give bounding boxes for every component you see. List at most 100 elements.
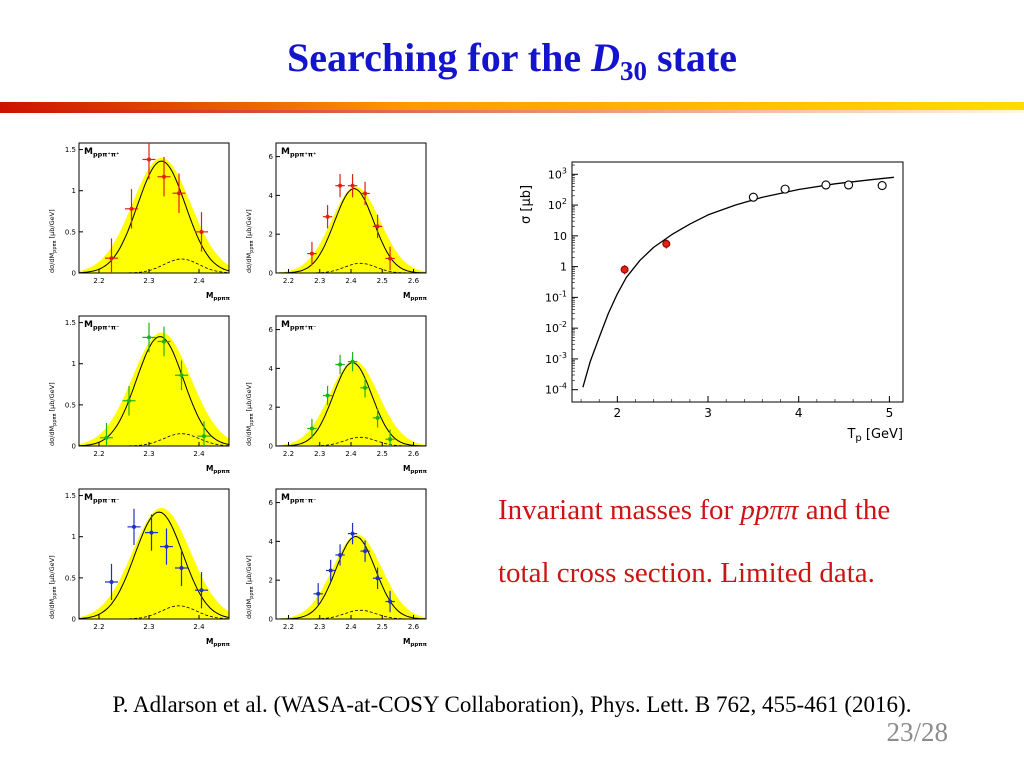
caption-line1-italic: ppππ <box>740 494 799 526</box>
y-axis-label: dσ/dMppππ [μb/GeV] <box>245 209 255 273</box>
mass-panel-pippipp-plusminus-b: 2.2 2.3 2.4 2.5 2.6 0 2 4 6 Mppπ⁺π⁻ dσ/dMppππ [μb/… <box>243 306 435 475</box>
svg-text:2.3: 2.3 <box>314 277 325 285</box>
svg-text:4: 4 <box>269 365 274 373</box>
mass-panel-pippipp-plusminus-a-svg: 2.2 2.3 2.4 0 0.5 1 1.5 Mppπ⁺π⁻ dσ/dMppππ [μb/Ge… <box>48 315 231 475</box>
svg-text:Mppπ⁺π⁺: Mppπ⁺π⁺ <box>281 147 316 159</box>
data-point <box>388 437 393 442</box>
plot-frame <box>78 142 230 274</box>
plot-frame <box>78 488 230 620</box>
fit-curve <box>276 536 427 620</box>
svg-text:2.2: 2.2 <box>93 277 104 285</box>
data-point <box>164 544 169 549</box>
svg-text:0: 0 <box>72 616 76 624</box>
data-point <box>375 415 380 420</box>
data-point <box>325 214 330 219</box>
data-point <box>149 530 154 535</box>
data-point <box>388 256 393 261</box>
svg-text:2.5: 2.5 <box>377 277 388 285</box>
data-point <box>177 191 181 196</box>
page-number: 23/28 <box>886 717 948 747</box>
svg-text:Mppπ⁻π⁻: Mppπ⁻π⁻ <box>281 493 316 505</box>
svg-text:0: 0 <box>269 616 273 624</box>
data-point <box>132 524 136 529</box>
previous-data-point <box>780 184 790 194</box>
svg-text:2.2: 2.2 <box>283 450 294 458</box>
mass-panel-pippipp-minusminus-b-svg: 2.2 2.3 2.4 2.5 2.6 0 2 4 6 Mppπ⁻π⁻ dσ/dMppππ [μb/… <box>245 488 428 648</box>
data-point <box>199 229 204 234</box>
phase-space-fill <box>276 360 426 446</box>
svg-text:2.2: 2.2 <box>93 623 104 631</box>
svg-text:0.5: 0.5 <box>65 228 76 236</box>
svg-text:1: 1 <box>560 261 567 274</box>
svg-text:6: 6 <box>269 326 274 334</box>
caption-line-2: total cross section. Limited data. <box>498 557 875 589</box>
wasa-data-point <box>620 265 629 274</box>
data-point <box>338 183 343 188</box>
citation: P. Adlarson et al. (WASA-at-COSY Collabo… <box>112 692 912 717</box>
y-axis-label: dσ/dMppππ [μb/GeV] <box>48 555 58 619</box>
data-point <box>350 183 355 188</box>
accent-bar <box>0 102 1024 110</box>
svg-text:0: 0 <box>72 443 76 451</box>
mass-panel-pippipp-minusminus-a: 2.2 2.3 2.4 0 0.5 1 1.5 Mppπ⁻π⁻ dσ/dMppππ [μb/Ge… <box>46 479 238 648</box>
mass-panel-pippipp-plusplus-a: 2.2 2.3 2.4 0 0.5 1 1.5 Mppπ⁺π⁺ dσ/dMppππ [μb/Ge… <box>46 133 238 302</box>
phase-space-fill <box>276 186 426 273</box>
svg-text:2.3: 2.3 <box>314 450 325 458</box>
data-point <box>350 359 355 364</box>
x-axis-label: Mppππ <box>403 464 428 474</box>
mass-panel-pippipp-minusminus-b: 2.2 2.3 2.4 2.5 2.6 0 2 4 6 Mppπ⁻π⁻ dσ/dMppππ [μb/… <box>243 479 435 648</box>
mass-panel-pippipp-plusminus-a: 2.2 2.3 2.4 0 0.5 1 1.5 Mppπ⁺π⁻ dσ/dMppππ [μb/Ge… <box>46 306 238 475</box>
data-point <box>309 426 314 431</box>
svg-text:6: 6 <box>269 499 274 507</box>
svg-text:5: 5 <box>886 406 894 420</box>
phase-space-fill <box>276 534 426 619</box>
svg-text:2.2: 2.2 <box>283 277 294 285</box>
svg-text:1: 1 <box>72 533 76 541</box>
svg-text:10-1: 10-1 <box>545 289 567 304</box>
data-point <box>375 224 380 229</box>
caption: Invariant masses for ppππ and the total … <box>498 494 988 620</box>
y-axis-label: σ [μb] <box>519 185 534 224</box>
data-point <box>325 393 330 398</box>
svg-text:4: 4 <box>795 406 803 420</box>
svg-text:2.4: 2.4 <box>193 450 205 458</box>
title-suffix: state <box>646 35 737 80</box>
x-axis-label: Mppππ <box>206 637 231 647</box>
data-point <box>109 256 114 261</box>
svg-text:2.5: 2.5 <box>377 450 388 458</box>
plot-frame <box>78 315 230 447</box>
data-point <box>202 434 206 439</box>
caption-line1-prefix: Invariant masses for <box>498 494 741 526</box>
svg-text:2: 2 <box>269 231 273 239</box>
svg-text:2.2: 2.2 <box>93 450 104 458</box>
y-axis-label: dσ/dMppππ [μb/GeV] <box>48 209 58 273</box>
data-point <box>363 191 368 196</box>
data-point <box>179 565 184 570</box>
data-point <box>127 398 131 403</box>
svg-text:Mppπ⁺π⁻: Mppπ⁺π⁻ <box>281 320 316 332</box>
x-axis-label: Mppππ <box>403 291 428 301</box>
svg-text:1.5: 1.5 <box>65 146 76 154</box>
data-point <box>162 174 166 179</box>
mass-panel-pippipp-minusminus-a-svg: 2.2 2.3 2.4 0 0.5 1 1.5 Mppπ⁻π⁻ dσ/dMppππ [μb/Ge… <box>48 488 231 648</box>
previous-data-point <box>748 192 758 202</box>
svg-text:2.3: 2.3 <box>143 623 154 631</box>
cross-section-curve <box>582 176 894 388</box>
svg-text:10: 10 <box>553 230 567 243</box>
data-point <box>363 549 368 554</box>
svg-text:10-4: 10-4 <box>545 382 567 397</box>
data-point <box>104 435 109 440</box>
svg-text:2.3: 2.3 <box>314 623 325 631</box>
caption-line-1: Invariant masses for ppππ and the <box>498 494 988 527</box>
svg-text:3: 3 <box>704 406 712 420</box>
mass-panel-pippipp-plusplus-b-svg: 2.2 2.3 2.4 2.5 2.6 0 2 4 6 Mppπ⁺π⁺ dσ/dMppππ [μb/… <box>245 142 428 302</box>
data-point <box>338 362 343 367</box>
data-point <box>338 552 343 557</box>
accent-bar-underline <box>0 110 1024 113</box>
svg-text:1: 1 <box>72 187 76 195</box>
data-point <box>350 531 355 536</box>
svg-text:10-2: 10-2 <box>545 320 567 335</box>
svg-text:0: 0 <box>269 443 273 451</box>
